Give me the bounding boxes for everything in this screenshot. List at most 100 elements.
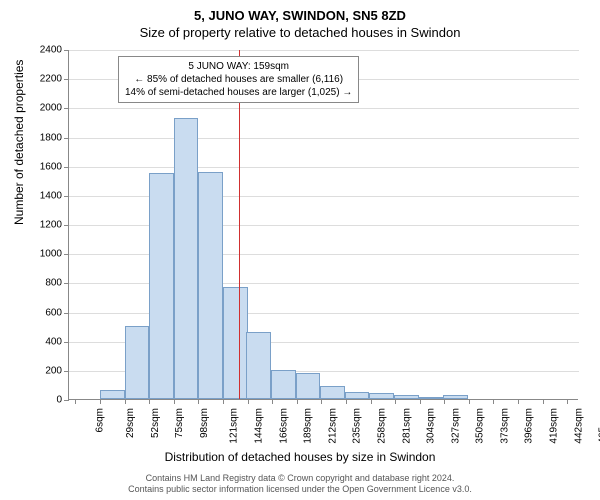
gridline xyxy=(69,254,579,255)
ytick-mark xyxy=(64,79,69,80)
xtick-mark xyxy=(297,399,298,404)
ytick-label: 800 xyxy=(22,278,62,289)
xtick-label: 52sqm xyxy=(150,408,161,438)
histogram-bar xyxy=(125,326,150,399)
gridline xyxy=(69,108,579,109)
xtick-label: 350sqm xyxy=(475,408,486,444)
xtick-label: 235sqm xyxy=(352,408,363,444)
x-axis-label: Distribution of detached houses by size … xyxy=(0,450,600,464)
gridline xyxy=(69,225,579,226)
annotation-line3: 14% of semi-detached houses are larger (… xyxy=(125,86,352,99)
xtick-mark xyxy=(198,399,199,404)
ytick-mark xyxy=(64,196,69,197)
ytick-label: 1200 xyxy=(22,220,62,231)
ytick-label: 1600 xyxy=(22,161,62,172)
xtick-label: 373sqm xyxy=(499,408,510,444)
xtick-label: 6sqm xyxy=(95,408,106,432)
histogram-bar xyxy=(296,373,321,399)
xtick-mark xyxy=(75,399,76,404)
xtick-mark xyxy=(518,399,519,404)
ytick-mark xyxy=(64,400,69,401)
ytick-label: 2400 xyxy=(22,45,62,56)
ytick-mark xyxy=(64,283,69,284)
xtick-label: 29sqm xyxy=(125,408,136,438)
xtick-mark xyxy=(149,399,150,404)
gridline xyxy=(69,283,579,284)
ytick-mark xyxy=(64,167,69,168)
xtick-label: 419sqm xyxy=(549,408,560,444)
histogram-bar xyxy=(419,397,444,399)
ytick-label: 1000 xyxy=(22,249,62,260)
footer-line2: Contains public sector information licen… xyxy=(0,484,600,496)
xtick-label: 189sqm xyxy=(303,408,314,444)
footer-line1: Contains HM Land Registry data © Crown c… xyxy=(0,473,600,485)
xtick-label: 144sqm xyxy=(254,408,265,444)
xtick-mark xyxy=(567,399,568,404)
xtick-label: 304sqm xyxy=(426,408,437,444)
ytick-label: 0 xyxy=(22,395,62,406)
histogram-bar xyxy=(320,386,345,399)
xtick-mark xyxy=(321,399,322,404)
xtick-label: 442sqm xyxy=(573,408,584,444)
xtick-mark xyxy=(420,399,421,404)
histogram-bar xyxy=(394,395,419,399)
xtick-mark xyxy=(223,399,224,404)
gridline xyxy=(69,313,579,314)
histogram-bar xyxy=(369,393,394,399)
gridline xyxy=(69,167,579,168)
xtick-mark xyxy=(395,399,396,404)
xtick-label: 258sqm xyxy=(376,408,387,444)
xtick-mark xyxy=(125,399,126,404)
xtick-label: 75sqm xyxy=(174,408,185,438)
ytick-mark xyxy=(64,342,69,343)
ytick-label: 400 xyxy=(22,336,62,347)
xtick-mark xyxy=(469,399,470,404)
xtick-label: 121sqm xyxy=(229,408,240,444)
xtick-mark xyxy=(174,399,175,404)
histogram-bar xyxy=(223,287,248,399)
gridline xyxy=(69,196,579,197)
xtick-mark xyxy=(248,399,249,404)
ytick-label: 600 xyxy=(22,307,62,318)
xtick-mark xyxy=(444,399,445,404)
xtick-label: 327sqm xyxy=(450,408,461,444)
annotation-line1: 5 JUNO WAY: 159sqm xyxy=(125,60,352,73)
xtick-mark xyxy=(346,399,347,404)
histogram-bar xyxy=(246,332,271,399)
xtick-mark xyxy=(371,399,372,404)
gridline xyxy=(69,138,579,139)
ytick-mark xyxy=(64,108,69,109)
ytick-label: 200 xyxy=(22,365,62,376)
chart-area: 5 JUNO WAY: 159sqm ← 85% of detached hou… xyxy=(68,50,578,400)
histogram-bar xyxy=(345,392,370,399)
ytick-label: 1800 xyxy=(22,132,62,143)
histogram-bar xyxy=(100,390,125,399)
xtick-label: 166sqm xyxy=(278,408,289,444)
annotation-line2: ← 85% of detached houses are smaller (6,… xyxy=(125,73,352,86)
xtick-mark xyxy=(100,399,101,404)
xtick-label: 396sqm xyxy=(524,408,535,444)
ytick-label: 1400 xyxy=(22,190,62,201)
xtick-label: 98sqm xyxy=(199,408,210,438)
xtick-label: 281sqm xyxy=(401,408,412,444)
ytick-mark xyxy=(64,138,69,139)
xtick-mark xyxy=(272,399,273,404)
ytick-mark xyxy=(64,254,69,255)
footer: Contains HM Land Registry data © Crown c… xyxy=(0,473,600,496)
histogram-bar xyxy=(198,172,223,400)
chart-title-line1: 5, JUNO WAY, SWINDON, SN5 8ZD xyxy=(0,0,600,23)
histogram-bar xyxy=(149,173,174,399)
ytick-mark xyxy=(64,313,69,314)
gridline xyxy=(69,50,579,51)
chart-title-line2: Size of property relative to detached ho… xyxy=(0,23,600,40)
histogram-bar xyxy=(443,395,468,399)
ytick-label: 2000 xyxy=(22,103,62,114)
histogram-bar xyxy=(271,370,296,399)
annotation-box: 5 JUNO WAY: 159sqm ← 85% of detached hou… xyxy=(118,56,359,103)
ytick-mark xyxy=(64,371,69,372)
xtick-mark xyxy=(493,399,494,404)
xtick-label: 212sqm xyxy=(327,408,338,444)
ytick-label: 2200 xyxy=(22,74,62,85)
xtick-mark xyxy=(543,399,544,404)
ytick-mark xyxy=(64,50,69,51)
